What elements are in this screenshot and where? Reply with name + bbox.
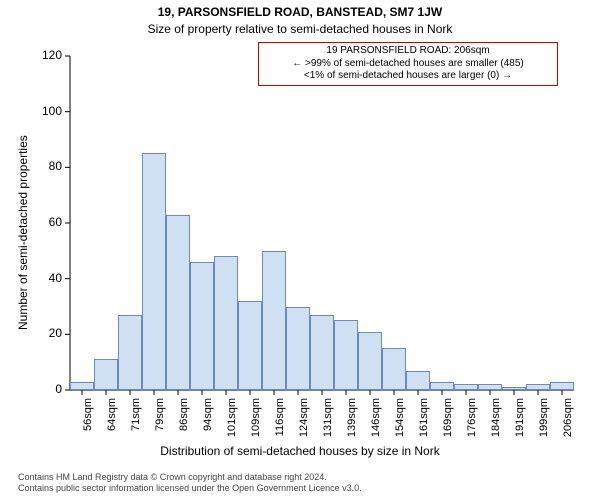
y-tick-label: 120 bbox=[30, 48, 62, 62]
x-tick-label: 71sqm bbox=[130, 398, 142, 448]
x-tick-label: 139sqm bbox=[346, 398, 358, 448]
bar bbox=[262, 251, 285, 390]
bar bbox=[166, 215, 189, 390]
x-tick-label: 161sqm bbox=[418, 398, 430, 448]
y-tick-label: 20 bbox=[30, 326, 62, 340]
x-tick-label: 64sqm bbox=[106, 398, 118, 448]
bar bbox=[358, 332, 381, 390]
bar bbox=[334, 320, 357, 390]
y-tick-label: 40 bbox=[30, 271, 62, 285]
footer-line1: Contains HM Land Registry data © Crown c… bbox=[18, 472, 362, 483]
x-tick-label: 146sqm bbox=[370, 398, 382, 448]
bar bbox=[94, 359, 117, 390]
bar bbox=[286, 307, 309, 391]
bar bbox=[190, 262, 213, 390]
bar bbox=[526, 384, 549, 390]
x-tick-label: 206sqm bbox=[562, 398, 574, 448]
x-tick-label: 124sqm bbox=[298, 398, 310, 448]
bar bbox=[406, 371, 429, 390]
footer-line2: Contains public sector information licen… bbox=[18, 483, 362, 494]
y-tick-label: 60 bbox=[30, 215, 62, 229]
bar bbox=[502, 387, 525, 390]
x-tick-label: 94sqm bbox=[202, 398, 214, 448]
bar bbox=[382, 348, 405, 390]
bar bbox=[118, 315, 141, 390]
x-tick-label: 184sqm bbox=[490, 398, 502, 448]
x-tick-label: 154sqm bbox=[394, 398, 406, 448]
y-tick-label: 0 bbox=[30, 382, 62, 396]
bar bbox=[430, 382, 453, 390]
bar bbox=[478, 384, 501, 390]
x-tick-label: 79sqm bbox=[154, 398, 166, 448]
x-tick-label: 101sqm bbox=[226, 398, 238, 448]
bar bbox=[70, 382, 93, 390]
x-tick-label: 199sqm bbox=[538, 398, 550, 448]
x-tick-label: 176sqm bbox=[466, 398, 478, 448]
bar bbox=[238, 301, 261, 390]
footer-credits: Contains HM Land Registry data © Crown c… bbox=[18, 472, 362, 495]
bar bbox=[550, 382, 573, 390]
bar bbox=[454, 384, 477, 390]
bar bbox=[310, 315, 333, 390]
x-tick-label: 191sqm bbox=[514, 398, 526, 448]
x-tick-label: 131sqm bbox=[322, 398, 334, 448]
y-tick-label: 80 bbox=[30, 159, 62, 173]
x-tick-label: 169sqm bbox=[442, 398, 454, 448]
bar bbox=[214, 256, 237, 390]
x-tick-label: 116sqm bbox=[274, 398, 286, 448]
bar bbox=[142, 153, 165, 390]
x-tick-label: 109sqm bbox=[250, 398, 262, 448]
x-tick-label: 86sqm bbox=[178, 398, 190, 448]
y-tick-label: 100 bbox=[30, 104, 62, 118]
x-tick-label: 56sqm bbox=[82, 398, 94, 448]
